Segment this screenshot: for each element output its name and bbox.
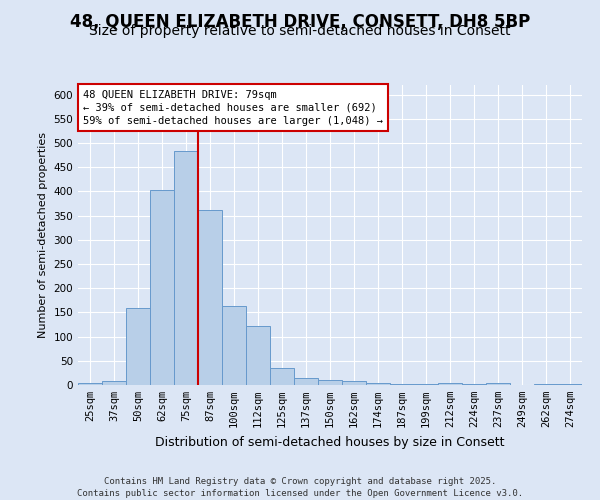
Bar — [294, 378, 318, 385]
Text: 48 QUEEN ELIZABETH DRIVE: 79sqm
← 39% of semi-detached houses are smaller (692)
: 48 QUEEN ELIZABETH DRIVE: 79sqm ← 39% of… — [83, 90, 383, 126]
Bar — [318, 380, 342, 385]
Bar — [486, 382, 510, 385]
Bar — [342, 381, 366, 385]
Bar — [150, 190, 174, 385]
Text: Contains HM Land Registry data © Crown copyright and database right 2025.
Contai: Contains HM Land Registry data © Crown c… — [77, 476, 523, 498]
Bar — [222, 306, 246, 385]
Y-axis label: Number of semi-detached properties: Number of semi-detached properties — [38, 132, 48, 338]
Text: Size of property relative to semi-detached houses in Consett: Size of property relative to semi-detach… — [89, 24, 511, 38]
Bar — [414, 384, 438, 385]
Bar — [198, 210, 222, 385]
Bar — [534, 384, 558, 385]
Bar — [78, 383, 102, 385]
X-axis label: Distribution of semi-detached houses by size in Consett: Distribution of semi-detached houses by … — [155, 436, 505, 448]
Bar — [462, 384, 486, 385]
Bar — [246, 326, 270, 385]
Bar — [390, 384, 414, 385]
Bar — [126, 308, 150, 385]
Bar — [102, 381, 126, 385]
Text: 48, QUEEN ELIZABETH DRIVE, CONSETT, DH8 5BP: 48, QUEEN ELIZABETH DRIVE, CONSETT, DH8 … — [70, 12, 530, 30]
Bar — [270, 368, 294, 385]
Bar — [174, 151, 198, 385]
Bar — [438, 383, 462, 385]
Bar — [366, 383, 390, 385]
Bar — [558, 384, 582, 385]
